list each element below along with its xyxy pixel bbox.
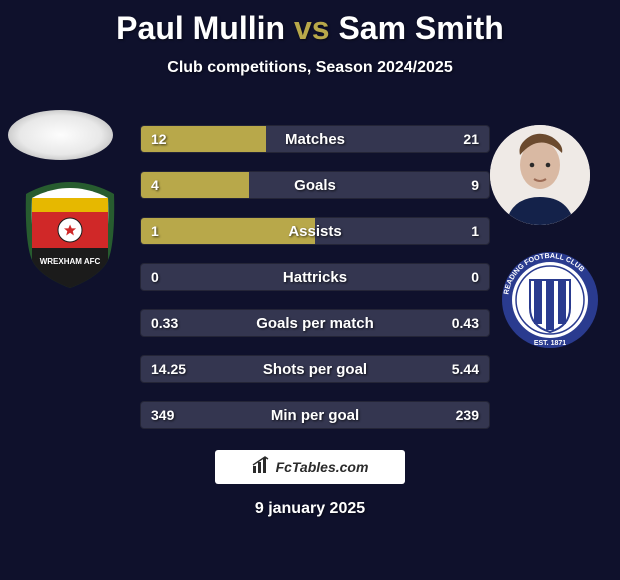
svg-text:WREXHAM AFC: WREXHAM AFC bbox=[40, 257, 101, 266]
stat-value-right: 0.43 bbox=[452, 310, 479, 336]
vs-text: vs bbox=[294, 10, 330, 46]
chart-icon bbox=[252, 456, 270, 479]
stat-row-goals-per-match: 0.33 Goals per match 0.43 bbox=[140, 309, 490, 337]
stat-label: Min per goal bbox=[141, 402, 489, 428]
stat-row-assists: 1 Assists 1 bbox=[140, 217, 490, 245]
page-title: Paul Mullin vs Sam Smith bbox=[0, 0, 620, 47]
branding-box[interactable]: FcTables.com bbox=[215, 450, 405, 484]
stat-label: Assists bbox=[141, 218, 489, 244]
stat-label: Goals bbox=[141, 172, 489, 198]
stat-value-right: 5.44 bbox=[452, 356, 479, 382]
footer-date: 9 january 2025 bbox=[0, 500, 620, 518]
stat-value-right: 1 bbox=[471, 218, 479, 244]
svg-text:EST. 1871: EST. 1871 bbox=[534, 340, 566, 347]
stat-row-hattricks: 0 Hattricks 0 bbox=[140, 263, 490, 291]
player2-name: Sam Smith bbox=[338, 10, 503, 46]
player1-photo bbox=[8, 110, 113, 160]
stat-value-right: 21 bbox=[463, 126, 479, 152]
player2-club-crest: READING FOOTBALL CLUB EST. 1871 bbox=[500, 250, 600, 350]
subtitle: Club competitions, Season 2024/2025 bbox=[0, 59, 620, 77]
stat-value-right: 0 bbox=[471, 264, 479, 290]
stat-row-min-per-goal: 349 Min per goal 239 bbox=[140, 401, 490, 429]
stat-row-matches: 12 Matches 21 bbox=[140, 125, 490, 153]
stat-label: Goals per match bbox=[141, 310, 489, 336]
player1-name: Paul Mullin bbox=[116, 10, 285, 46]
stat-label: Hattricks bbox=[141, 264, 489, 290]
branding-text: FcTables.com bbox=[276, 459, 369, 475]
stat-row-shots-per-goal: 14.25 Shots per goal 5.44 bbox=[140, 355, 490, 383]
player1-club-crest: WREXHAM AFC bbox=[20, 180, 120, 290]
stat-value-right: 9 bbox=[471, 172, 479, 198]
stat-label: Shots per goal bbox=[141, 356, 489, 382]
stat-row-goals: 4 Goals 9 bbox=[140, 171, 490, 199]
stat-value-right: 239 bbox=[456, 402, 479, 428]
stat-label: Matches bbox=[141, 126, 489, 152]
player2-photo bbox=[490, 125, 590, 225]
stats-container: 12 Matches 21 4 Goals 9 1 Assists 1 0 Ha… bbox=[140, 125, 490, 447]
